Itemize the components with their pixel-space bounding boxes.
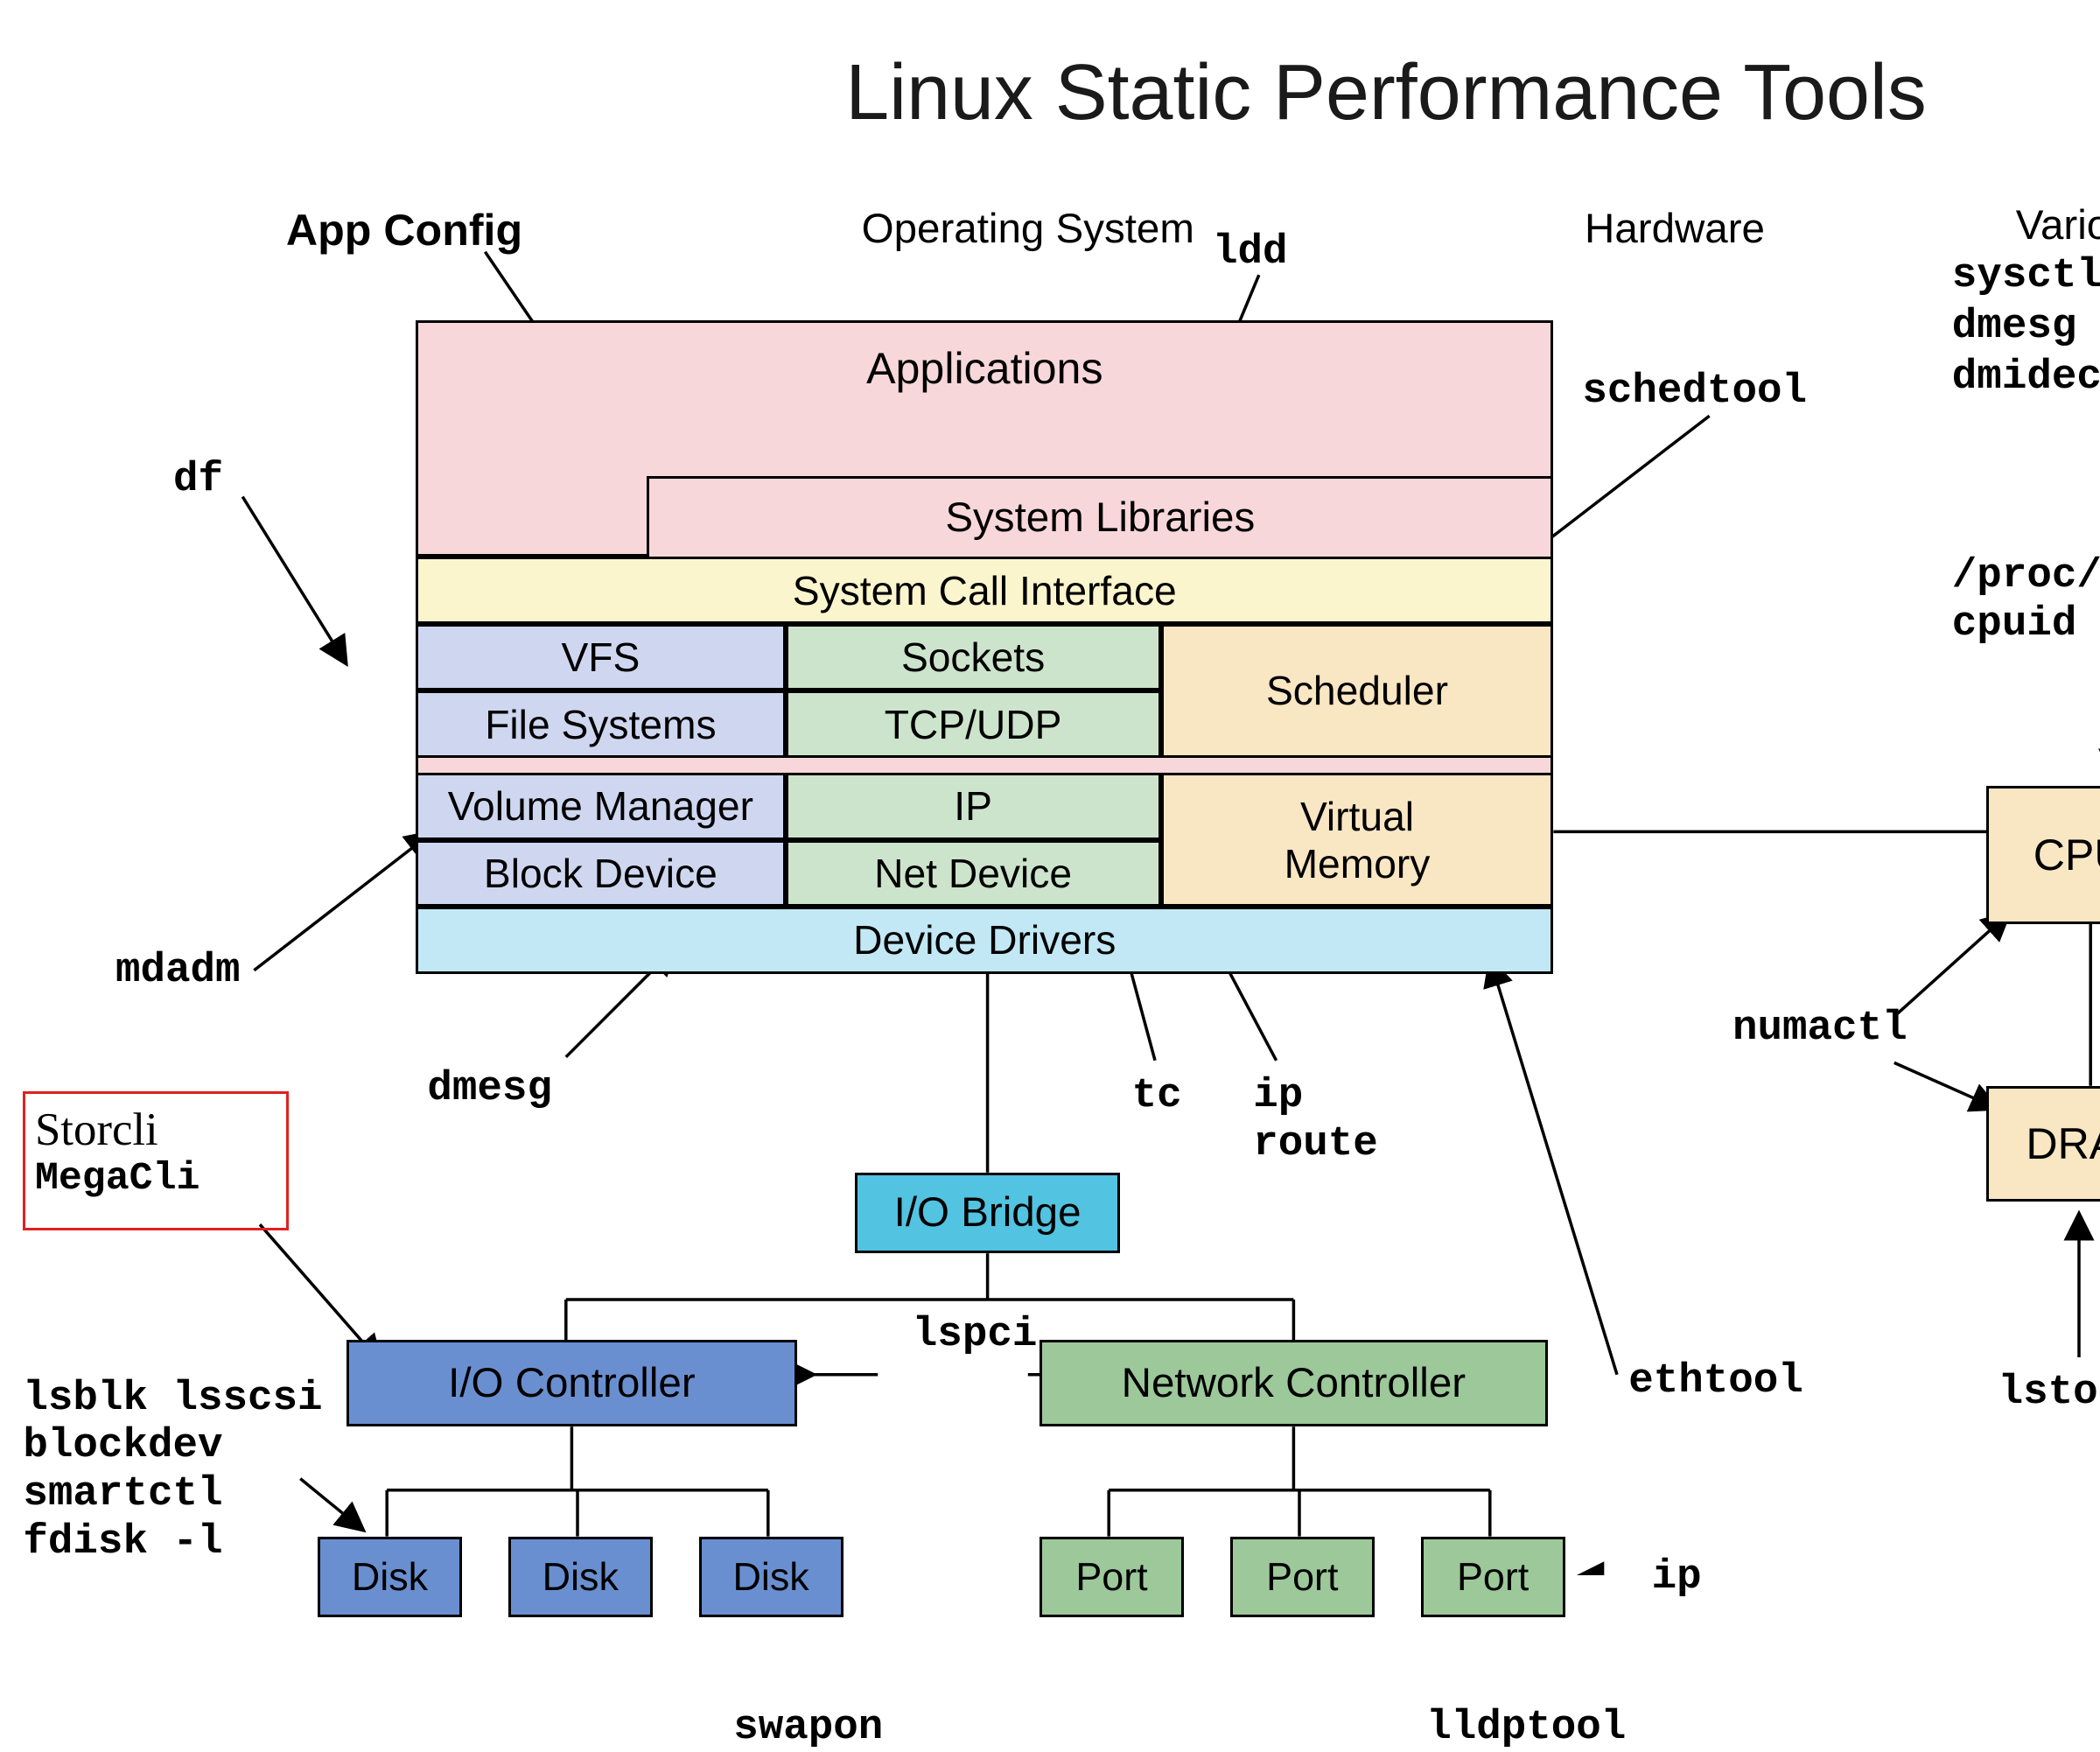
tool-11: lspci — [913, 1311, 1038, 1359]
hw-cpus: CPUs — [1986, 786, 2100, 924]
os-apps-label: Applications — [866, 344, 1102, 395]
os-sched: Scheduler — [1161, 624, 1554, 758]
hw-dram: DRAM — [1986, 1086, 2100, 1202]
tool-15: ip — [1652, 1553, 1702, 1601]
os-vfs: VFS — [416, 624, 785, 691]
tool-13: swapon — [733, 1704, 883, 1752]
hw-port-2: Port — [1421, 1537, 1565, 1617]
hw-disk-1: Disk — [508, 1537, 653, 1617]
tool-10: ethtool — [1628, 1357, 1803, 1405]
hw-iobridge: I/O Bridge — [855, 1173, 1121, 1253]
hw-disk-0: Disk — [318, 1537, 462, 1617]
tool-9: lstopo — [1998, 1369, 2100, 1417]
tool-0: ldd — [1213, 228, 1288, 277]
os-vmem: Virtual Memory — [1161, 773, 1554, 907]
os-fs: File Systems — [416, 690, 785, 758]
tool-3: mdadm — [116, 947, 241, 995]
tool-8: numactl — [1732, 1005, 1908, 1053]
os-tcp: TCP/UDP — [786, 690, 1161, 758]
tool-6: ip route — [1253, 1072, 1378, 1167]
os-ip: IP — [786, 773, 1161, 840]
tool-4: dmesg — [427, 1065, 552, 1113]
hw-port-1: Port — [1230, 1537, 1375, 1617]
hw-port-0: Port — [1040, 1537, 1184, 1617]
page-title: Linux Static Performance Tools — [845, 48, 1927, 138]
storcli-title: Storcli — [35, 1104, 277, 1157]
hw-disk-2: Disk — [699, 1537, 844, 1617]
storcli-box: StorcliMegaCli — [23, 1091, 289, 1230]
megacli-label: MegaCli — [35, 1157, 277, 1202]
header-0: App Config — [286, 206, 522, 256]
various-tool-1: dmesg lshw — [1952, 303, 2100, 351]
os-drv: Device Drivers — [416, 907, 1553, 974]
os-sci: System Call Interface — [416, 557, 1553, 624]
various-tool-2: dmidecode — [1952, 354, 2100, 402]
tool-5: tc — [1132, 1072, 1182, 1120]
os-blk: Block Device — [416, 840, 785, 908]
header-2: Hardware — [1585, 206, 1765, 254]
various-tool-0: sysctl /sys — [1952, 252, 2100, 300]
os-netdev: Net Device — [786, 840, 1161, 908]
tool-12: lsblk lsscsi blockdev smartctl fdisk -l — [23, 1375, 322, 1566]
various-label: Various: — [2016, 202, 2100, 250]
header-1: Operating System — [862, 206, 1194, 254]
os-syslib: System Libraries — [647, 476, 1553, 557]
tool-7: /proc/cpuinfo cpuid lscpu — [1952, 552, 2100, 648]
os-vm: Volume Manager — [416, 773, 785, 840]
hw-ioctl: I/O Controller — [346, 1340, 797, 1426]
hw-netctl: Network Controller — [1040, 1340, 1548, 1426]
os-sock: Sockets — [786, 624, 1161, 691]
tool-1: schedtool — [1582, 368, 1807, 416]
tool-14: lldptool — [1426, 1704, 1626, 1752]
tool-2: df — [173, 456, 223, 504]
